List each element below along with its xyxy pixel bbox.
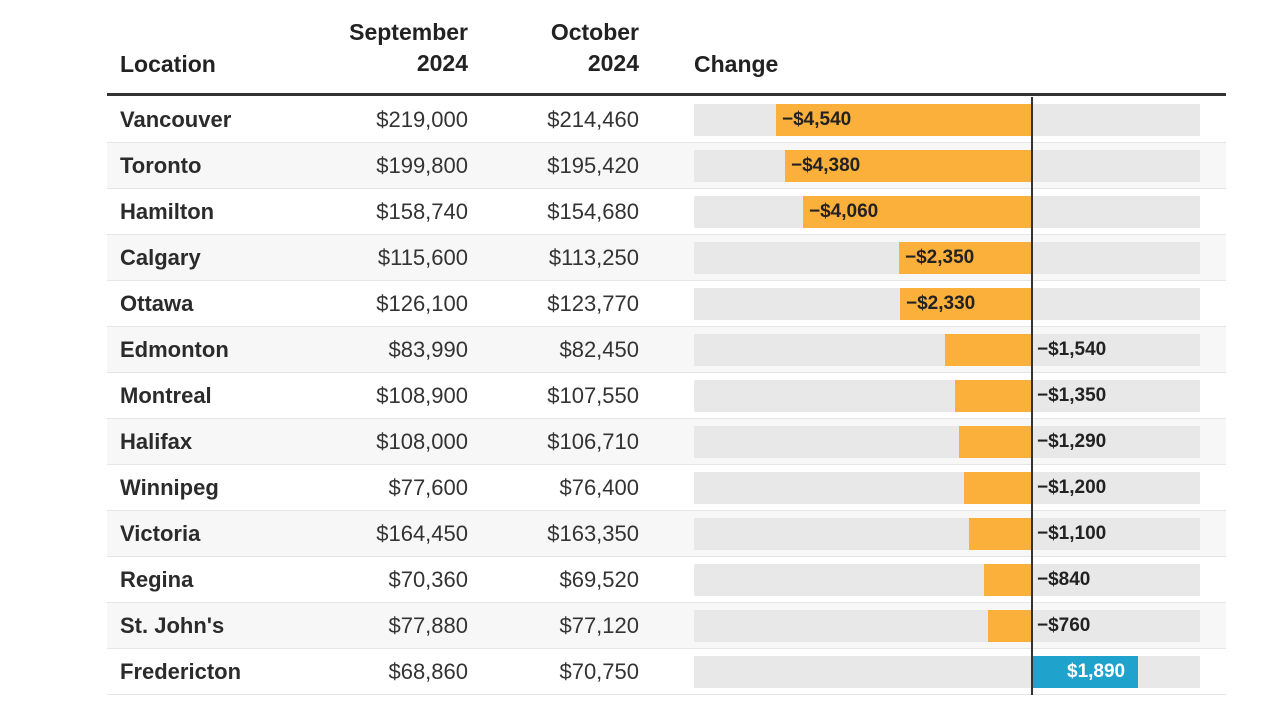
header-change: Change bbox=[694, 51, 779, 77]
september-value-cell: $158,740 bbox=[376, 199, 468, 224]
zero-axis-line bbox=[1031, 97, 1033, 695]
change-bar bbox=[964, 472, 1031, 504]
september-value-cell: $77,600 bbox=[388, 475, 468, 500]
change-bar bbox=[984, 564, 1031, 596]
location-cell: Fredericton bbox=[120, 659, 242, 684]
location-cell: Regina bbox=[120, 567, 194, 592]
table-row: Ottawa $126,100 $123,770 −$2,330 bbox=[107, 281, 1226, 327]
table-row: Toronto $199,800 $195,420 −$4,380 bbox=[107, 143, 1226, 189]
change-label: −$1,540 bbox=[1037, 339, 1107, 360]
change-bar bbox=[988, 610, 1031, 642]
october-value-cell: $113,250 bbox=[548, 245, 639, 270]
change-bar bbox=[803, 196, 1031, 228]
table-row: Vancouver $219,000 $214,460 −$4,540 bbox=[107, 97, 1226, 143]
change-label: −$2,330 bbox=[906, 293, 976, 314]
october-value-cell: $76,400 bbox=[559, 475, 639, 500]
change-bar bbox=[969, 518, 1031, 550]
table-row: Montreal $108,900 $107,550 −$1,350 bbox=[107, 373, 1226, 419]
location-cell: Toronto bbox=[120, 153, 202, 178]
table-row: Halifax $108,000 $106,710 −$1,290 bbox=[107, 419, 1226, 465]
october-value-cell: $123,770 bbox=[547, 291, 639, 316]
september-value-cell: $219,000 bbox=[376, 107, 468, 132]
september-value-cell: $199,800 bbox=[376, 153, 468, 178]
september-value-cell: $108,000 bbox=[376, 429, 468, 454]
september-value-cell: $68,860 bbox=[388, 659, 468, 684]
location-cell: Calgary bbox=[120, 245, 201, 270]
location-cell: Ottawa bbox=[120, 291, 194, 316]
october-value-cell: $163,350 bbox=[547, 521, 639, 546]
change-label: −$4,540 bbox=[782, 109, 852, 130]
october-value-cell: $70,750 bbox=[559, 659, 639, 684]
location-cell: Edmonton bbox=[120, 337, 229, 362]
change-label: −$1,290 bbox=[1037, 431, 1107, 452]
bar-track bbox=[694, 518, 1200, 550]
september-value-cell: $164,450 bbox=[376, 521, 468, 546]
table-row: Victoria $164,450 $163,350 −$1,100 bbox=[107, 511, 1226, 557]
change-bar bbox=[1032, 656, 1138, 688]
bar-track bbox=[694, 426, 1200, 458]
change-label: −$1,200 bbox=[1037, 477, 1107, 498]
header-october-year: 2024 bbox=[587, 50, 639, 76]
location-cell: Victoria bbox=[120, 521, 201, 546]
location-cell: Halifax bbox=[120, 429, 193, 454]
table-row: Winnipeg $77,600 $76,400 −$1,200 bbox=[107, 465, 1226, 511]
change-bar bbox=[945, 334, 1031, 366]
change-label: −$2,350 bbox=[905, 247, 975, 268]
header-divider bbox=[107, 93, 1226, 96]
change-label: −$840 bbox=[1037, 569, 1091, 590]
october-value-cell: $154,680 bbox=[547, 199, 639, 224]
table-row: Regina $70,360 $69,520 −$840 bbox=[107, 557, 1226, 603]
bar-track bbox=[694, 564, 1200, 596]
september-value-cell: $108,900 bbox=[376, 383, 468, 408]
header-october-month: October bbox=[550, 19, 639, 45]
september-value-cell: $70,360 bbox=[388, 567, 468, 592]
location-cell: Vancouver bbox=[120, 107, 232, 132]
october-value-cell: $195,420 bbox=[547, 153, 639, 178]
bar-track bbox=[694, 472, 1200, 504]
change-label: −$760 bbox=[1037, 615, 1091, 636]
change-label: −$4,380 bbox=[791, 155, 861, 176]
change-bar bbox=[955, 380, 1031, 412]
table-row: Fredericton $68,860 $70,750 $1,890 bbox=[107, 649, 1226, 695]
change-label: −$1,350 bbox=[1037, 385, 1107, 406]
bar-track bbox=[694, 380, 1200, 412]
change-bar bbox=[776, 104, 1031, 136]
change-bar bbox=[899, 242, 1031, 274]
october-value-cell: $106,710 bbox=[547, 429, 639, 454]
change-bar bbox=[785, 150, 1031, 182]
change-bar bbox=[959, 426, 1031, 458]
september-value-cell: $115,600 bbox=[377, 245, 468, 270]
october-value-cell: $77,120 bbox=[559, 613, 639, 638]
october-value-cell: $69,520 bbox=[559, 567, 639, 592]
table-row: Calgary $115,600 $113,250 −$2,350 bbox=[107, 235, 1226, 281]
table-row: St. John's $77,880 $77,120 −$760 bbox=[107, 603, 1226, 649]
table-row: Hamilton $158,740 $154,680 −$4,060 bbox=[107, 189, 1226, 235]
location-cell: Winnipeg bbox=[120, 475, 219, 500]
october-value-cell: $82,450 bbox=[559, 337, 639, 362]
header-september: September 2024 bbox=[300, 17, 468, 79]
header-september-month: September bbox=[349, 19, 468, 45]
header-october: October 2024 bbox=[480, 17, 639, 79]
location-cell: Montreal bbox=[120, 383, 212, 408]
bar-track bbox=[694, 610, 1200, 642]
october-value-cell: $214,460 bbox=[547, 107, 639, 132]
header-september-year: 2024 bbox=[416, 50, 468, 76]
table-row: Edmonton $83,990 $82,450 −$1,540 bbox=[107, 327, 1226, 373]
location-cell: Hamilton bbox=[120, 199, 215, 224]
september-value-cell: $77,880 bbox=[388, 613, 468, 638]
change-bar bbox=[900, 288, 1031, 320]
change-label: −$1,100 bbox=[1037, 523, 1107, 544]
september-value-cell: $83,990 bbox=[388, 337, 468, 362]
change-label: −$4,060 bbox=[809, 201, 879, 222]
september-value-cell: $126,100 bbox=[376, 291, 468, 316]
change-label: $1,890 bbox=[1067, 661, 1126, 682]
header-location: Location bbox=[120, 51, 216, 77]
october-value-cell: $107,550 bbox=[547, 383, 639, 408]
location-cell: St. John's bbox=[120, 613, 225, 638]
